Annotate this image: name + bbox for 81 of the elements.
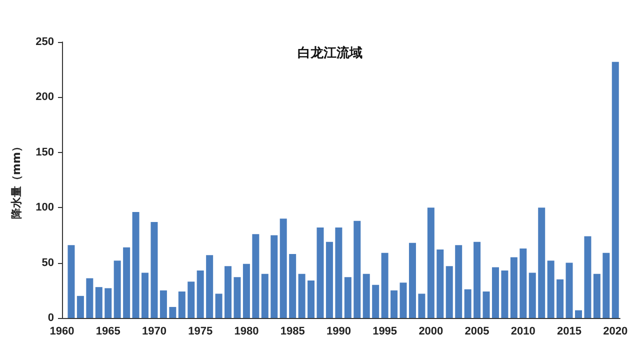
- bar: [436, 250, 444, 318]
- bar: [482, 292, 490, 318]
- bar: [150, 222, 158, 318]
- chart-title: 白龙江流域: [298, 45, 362, 61]
- bar: [574, 310, 582, 318]
- x-tick-label: 2000: [418, 326, 444, 338]
- bar: [593, 274, 600, 318]
- bar: [556, 279, 564, 318]
- bar: [86, 278, 94, 318]
- bar: [547, 260, 554, 318]
- bar: [566, 262, 573, 318]
- bar: [455, 245, 462, 318]
- bar: [114, 260, 121, 318]
- bar: [142, 272, 149, 318]
- bar: [298, 274, 306, 318]
- x-tick-label: 2005: [464, 326, 490, 338]
- x-tick-label: 2020: [603, 326, 628, 338]
- x-tick-label: 1980: [234, 326, 259, 338]
- bar: [308, 280, 315, 318]
- x-tick-label: 1965: [96, 326, 120, 338]
- bar: [390, 290, 398, 318]
- bar: [474, 242, 481, 318]
- y-tick-label: 200: [36, 91, 54, 104]
- bar: [528, 272, 536, 318]
- x-tick-label: 1990: [326, 326, 351, 338]
- bar: [280, 218, 287, 318]
- bar: [289, 254, 296, 318]
- bar: [270, 235, 278, 318]
- x-tick-label: 1970: [142, 326, 166, 338]
- bar: [510, 257, 518, 318]
- y-tick-label: 0: [48, 312, 54, 324]
- bar: [326, 242, 333, 318]
- bar: [123, 247, 130, 318]
- bar: [362, 274, 370, 318]
- y-tick-label: 50: [42, 256, 54, 269]
- bar: [612, 62, 619, 318]
- bar: [335, 227, 342, 318]
- bar: [418, 294, 426, 318]
- bar: [464, 289, 472, 318]
- bar: [206, 255, 214, 318]
- bar: [196, 270, 204, 318]
- bar: [602, 252, 610, 318]
- x-tick-label: 1995: [372, 326, 398, 338]
- bar: [76, 296, 84, 318]
- y-tick-label: 100: [36, 202, 54, 214]
- bar: [446, 266, 453, 318]
- bar: [252, 234, 260, 318]
- y-tick-label: 250: [36, 36, 54, 48]
- bar: [95, 287, 102, 318]
- bar: [408, 242, 416, 318]
- x-tick-label: 1960: [50, 326, 74, 338]
- bar: [354, 220, 361, 318]
- y-tick-label: 150: [36, 146, 54, 158]
- x-tick-label: 2010: [510, 326, 536, 338]
- bar: [584, 236, 592, 318]
- bar: [160, 290, 167, 318]
- bar: [169, 306, 176, 318]
- bar: [427, 208, 434, 318]
- bar: [132, 212, 140, 318]
- bar: [261, 274, 268, 318]
- bar: [492, 267, 499, 318]
- bar: [501, 270, 508, 318]
- bar: [400, 282, 407, 318]
- bar: [234, 277, 241, 318]
- x-tick-label: 2015: [557, 326, 582, 338]
- bar: [178, 292, 186, 318]
- bar: [520, 248, 527, 318]
- bar: [242, 264, 250, 318]
- bar: [215, 294, 222, 318]
- bar: [344, 277, 352, 318]
- bar: [104, 288, 112, 318]
- bar: [224, 266, 232, 318]
- bar: [188, 282, 195, 318]
- bar: [381, 252, 388, 318]
- bar: [68, 245, 75, 318]
- x-tick-label: 1985: [280, 326, 305, 338]
- bar: [538, 208, 546, 318]
- y-axis-title: 降水量（mm）: [10, 141, 23, 219]
- bar: [372, 284, 380, 318]
- bar: [316, 227, 324, 318]
- x-tick-label: 1975: [188, 326, 213, 338]
